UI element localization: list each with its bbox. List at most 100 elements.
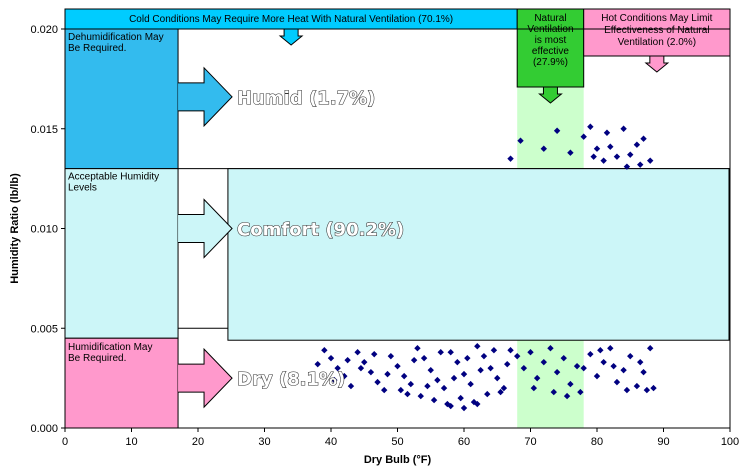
t-dehumid-line: Be Required. bbox=[68, 43, 126, 54]
t-accept-line: Levels bbox=[68, 183, 97, 194]
data-point bbox=[397, 386, 405, 394]
data-point bbox=[540, 145, 547, 152]
data-point bbox=[420, 354, 428, 362]
t-humidif-line: Humidification May bbox=[68, 342, 152, 353]
data-point bbox=[577, 388, 584, 396]
data-point bbox=[600, 358, 607, 366]
data-point bbox=[633, 382, 641, 390]
data-point bbox=[620, 366, 627, 374]
t-nat-line: is most bbox=[535, 35, 567, 46]
cold-down-arrow bbox=[278, 28, 304, 46]
data-point bbox=[447, 348, 454, 356]
data-point bbox=[424, 382, 431, 390]
data-point bbox=[414, 345, 421, 352]
x-tick-label: 30 bbox=[258, 436, 270, 448]
data-point bbox=[407, 380, 414, 388]
data-point bbox=[331, 376, 338, 384]
data-point bbox=[371, 350, 378, 358]
humid-label: Humid (1.7%) bbox=[237, 88, 375, 109]
t-accept-line: Acceptable Humidity bbox=[68, 172, 159, 183]
hot-conditions-box bbox=[583, 8, 731, 57]
data-point bbox=[474, 400, 481, 408]
t-nat-line: Natural bbox=[534, 13, 566, 24]
data-point bbox=[633, 141, 641, 148]
humid-arrow bbox=[178, 66, 233, 128]
x-tick-label: 60 bbox=[458, 436, 470, 448]
comfort-arrow bbox=[178, 198, 233, 259]
x-tick-label: 0 bbox=[62, 436, 68, 448]
data-point bbox=[507, 346, 514, 354]
data-point bbox=[440, 384, 448, 392]
data-point bbox=[593, 145, 601, 152]
data-point bbox=[434, 376, 441, 384]
data-point bbox=[533, 374, 541, 382]
data-point bbox=[484, 390, 491, 398]
data-point bbox=[637, 358, 644, 366]
hot-conditions-text: Hot Conditions May Limit Effectiveness of… bbox=[601, 13, 712, 48]
data-point bbox=[454, 358, 461, 366]
data-point bbox=[460, 404, 468, 412]
data-point bbox=[527, 348, 534, 356]
data-point bbox=[550, 388, 557, 396]
t-nat-line: (27.9%) bbox=[533, 57, 568, 68]
data-point bbox=[623, 386, 631, 394]
data-point bbox=[507, 155, 514, 162]
data-point bbox=[530, 384, 538, 392]
x-tick-label: 10 bbox=[125, 436, 137, 448]
data-point bbox=[590, 153, 597, 160]
data-point bbox=[640, 368, 647, 376]
data-point bbox=[650, 384, 657, 392]
data-point bbox=[517, 137, 524, 144]
t-hot-line: Ventilation (2.0%) bbox=[618, 37, 696, 48]
data-point bbox=[627, 151, 634, 158]
data-point bbox=[457, 394, 464, 402]
x-tick-label: 20 bbox=[192, 436, 204, 448]
dehumidification-text: Dehumidification May Be Required. bbox=[68, 32, 164, 54]
data-point bbox=[593, 372, 601, 380]
y-tick-label: 0.000 bbox=[30, 423, 58, 435]
data-point bbox=[400, 372, 408, 380]
dehumidification-zone bbox=[64, 28, 179, 170]
data-point bbox=[321, 346, 328, 354]
data-point bbox=[607, 143, 614, 150]
data-point bbox=[490, 346, 498, 354]
y-tick-label: 0.020 bbox=[30, 24, 58, 36]
humidification-text: Humidification May Be Required. bbox=[68, 342, 152, 364]
data-point bbox=[437, 348, 444, 356]
data-point bbox=[620, 125, 627, 132]
data-point bbox=[504, 360, 511, 368]
data-point bbox=[460, 370, 468, 378]
data-point bbox=[387, 352, 395, 360]
data-point bbox=[637, 161, 644, 168]
data-point bbox=[580, 133, 587, 140]
data-point bbox=[647, 157, 654, 164]
data-point bbox=[567, 380, 574, 388]
data-point bbox=[487, 364, 494, 372]
t-hot-line: Hot Conditions May Limit bbox=[601, 13, 712, 24]
data-point bbox=[497, 388, 504, 396]
dry-arrow bbox=[178, 347, 233, 409]
data-point bbox=[467, 380, 474, 388]
data-point bbox=[587, 350, 594, 358]
data-point bbox=[314, 360, 321, 368]
data-point bbox=[384, 370, 391, 378]
data-point bbox=[404, 390, 411, 398]
y-axis: 0.000 0.005 0.010 0.015 0.020 bbox=[30, 24, 65, 435]
data-point bbox=[464, 354, 471, 362]
x-tick-label: 70 bbox=[524, 436, 536, 448]
data-point bbox=[610, 362, 617, 370]
data-point bbox=[367, 368, 375, 376]
natural-ventilation-box bbox=[516, 8, 585, 88]
data-point bbox=[410, 356, 418, 364]
data-point bbox=[623, 163, 631, 170]
data-point bbox=[580, 364, 587, 372]
data-point bbox=[643, 386, 651, 394]
data-point bbox=[547, 345, 554, 352]
y-axis-title: Humidity Ratio (lb/lb) bbox=[9, 173, 21, 284]
x-tick-label: 90 bbox=[657, 436, 669, 448]
x-tick-label: 40 bbox=[325, 436, 337, 448]
data-point bbox=[344, 356, 351, 364]
data-point bbox=[587, 123, 594, 130]
natural-down-arrow bbox=[538, 86, 563, 104]
